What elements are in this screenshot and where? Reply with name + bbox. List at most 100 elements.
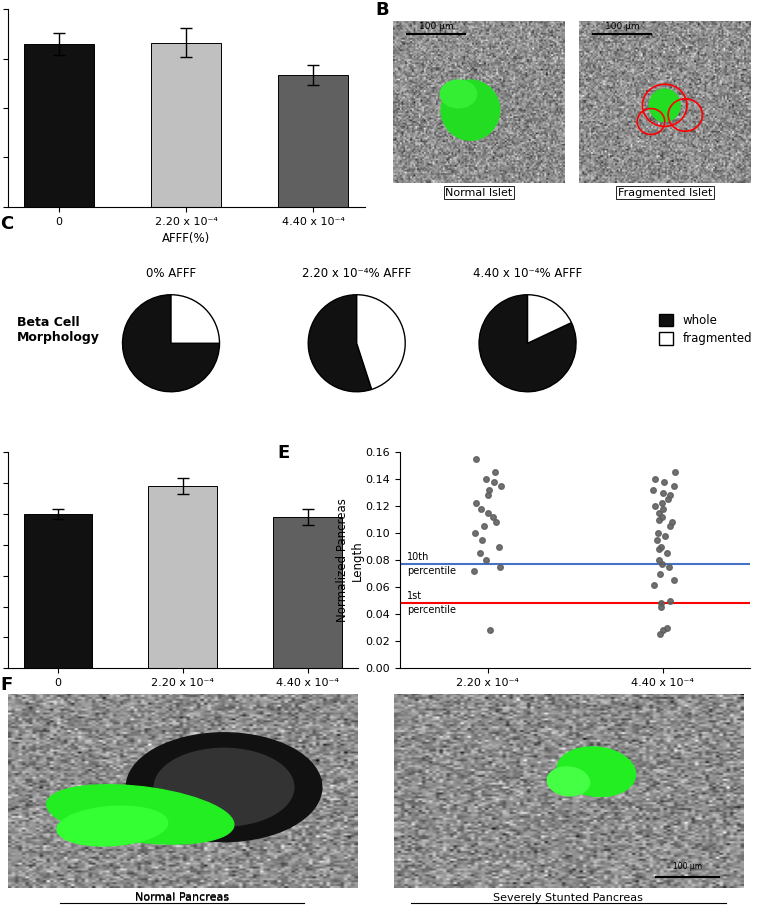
Point xyxy=(669,479,681,493)
Point xyxy=(657,485,669,500)
Point xyxy=(490,515,503,530)
Wedge shape xyxy=(309,295,371,392)
Point xyxy=(659,529,671,544)
Wedge shape xyxy=(479,295,576,392)
Point xyxy=(666,515,678,530)
Point xyxy=(658,475,670,490)
Title: 0% AFFF: 0% AFFF xyxy=(146,267,196,280)
Point xyxy=(654,566,666,581)
Point xyxy=(655,596,667,610)
Point xyxy=(490,465,502,479)
Wedge shape xyxy=(357,295,406,390)
Point xyxy=(475,501,487,516)
Point xyxy=(669,465,681,479)
Point xyxy=(663,594,675,608)
Ellipse shape xyxy=(650,89,680,122)
Point xyxy=(657,623,669,638)
Point xyxy=(648,577,660,592)
Point xyxy=(656,496,668,511)
Point xyxy=(493,539,505,554)
Point xyxy=(653,542,665,556)
Wedge shape xyxy=(171,295,220,343)
Point xyxy=(493,560,506,575)
Point xyxy=(654,627,666,641)
Text: Severely Stunted Pancreas: Severely Stunted Pancreas xyxy=(493,893,644,903)
Bar xyxy=(23,44,94,207)
Ellipse shape xyxy=(57,806,168,846)
Text: 100 μm: 100 μm xyxy=(672,862,702,871)
Wedge shape xyxy=(123,295,220,392)
Text: percentile: percentile xyxy=(407,605,456,615)
Point xyxy=(647,482,659,497)
Point xyxy=(656,510,669,524)
Point xyxy=(470,452,482,467)
Point xyxy=(656,501,669,516)
Point xyxy=(481,488,493,502)
Text: Normal Pancreas: Normal Pancreas xyxy=(135,892,229,902)
Point xyxy=(664,488,676,502)
Point xyxy=(483,482,495,497)
Point xyxy=(656,539,668,554)
X-axis label: AFFF(%): AFFF(%) xyxy=(551,694,600,706)
Text: E: E xyxy=(277,444,290,461)
Ellipse shape xyxy=(47,785,234,844)
Text: 1st: 1st xyxy=(407,591,422,601)
Point xyxy=(478,519,490,533)
Point xyxy=(655,600,667,615)
Point xyxy=(481,553,493,567)
Text: 100 μm: 100 μm xyxy=(605,22,639,31)
Point xyxy=(653,553,666,567)
Point xyxy=(664,519,676,533)
Point xyxy=(663,560,675,575)
Point xyxy=(662,492,674,507)
Point xyxy=(487,510,499,524)
Text: C: C xyxy=(0,215,14,233)
Point xyxy=(469,496,481,511)
Text: percentile: percentile xyxy=(407,565,456,576)
Text: Normal Pancreas: Normal Pancreas xyxy=(135,893,229,903)
Circle shape xyxy=(127,733,322,842)
Point xyxy=(480,472,492,487)
Point xyxy=(652,526,664,541)
Text: B: B xyxy=(375,1,389,19)
Wedge shape xyxy=(528,295,572,343)
Bar xyxy=(278,75,349,207)
Point xyxy=(649,499,661,513)
Title: 2.20 x 10⁻⁴% AFFF: 2.20 x 10⁻⁴% AFFF xyxy=(302,267,412,280)
Point xyxy=(469,526,481,541)
X-axis label: AFFF(%): AFFF(%) xyxy=(162,232,210,245)
Legend: whole, fragmented: whole, fragmented xyxy=(659,314,752,346)
Ellipse shape xyxy=(557,747,636,796)
Point xyxy=(475,533,487,547)
Point xyxy=(653,506,666,521)
Point xyxy=(488,475,500,490)
Bar xyxy=(151,42,221,207)
X-axis label: AFFF(%): AFFF(%) xyxy=(158,694,207,706)
Point xyxy=(656,557,668,572)
Point xyxy=(661,546,673,561)
Point xyxy=(484,623,496,638)
Title: 4.40 x 10⁻⁴% AFFF: 4.40 x 10⁻⁴% AFFF xyxy=(473,267,582,280)
Text: Beta Cell
Morphology: Beta Cell Morphology xyxy=(17,316,99,343)
Point xyxy=(668,573,680,587)
Ellipse shape xyxy=(547,767,590,796)
Point xyxy=(649,472,661,487)
Y-axis label: Normalized Pancreas
Length: Normalized Pancreas Length xyxy=(336,499,364,622)
Ellipse shape xyxy=(440,80,478,109)
Bar xyxy=(149,486,217,668)
Text: 100 μm: 100 μm xyxy=(419,22,453,31)
Bar xyxy=(23,514,92,668)
Point xyxy=(468,564,481,578)
Point xyxy=(474,546,486,561)
Point xyxy=(653,512,665,527)
Bar xyxy=(274,517,342,668)
Ellipse shape xyxy=(440,80,500,141)
Circle shape xyxy=(154,748,294,826)
Text: F: F xyxy=(0,676,12,694)
Text: Fragmented Islet: Fragmented Islet xyxy=(618,188,712,198)
Text: 10th: 10th xyxy=(407,552,429,562)
Point xyxy=(650,533,662,547)
Point xyxy=(495,479,507,493)
Point xyxy=(660,620,672,635)
Text: Normal Islet: Normal Islet xyxy=(446,188,512,198)
